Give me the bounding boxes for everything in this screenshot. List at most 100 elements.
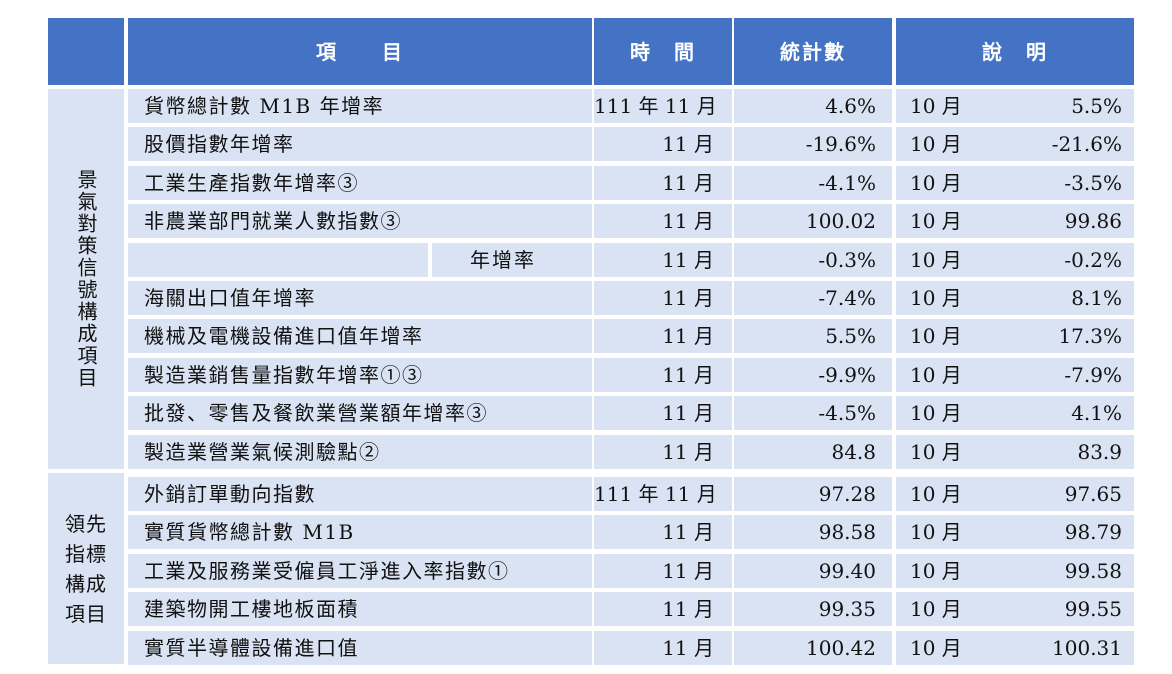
item-cell: 製造業銷售量指數年增率①③ (128, 358, 592, 392)
header-item: 項 目 (128, 18, 592, 85)
item-cell: 工業及服務業受僱員工淨進入率指數① (128, 554, 592, 588)
note-month: 10 月 (910, 171, 962, 195)
note-cell: 10 月 99.58 (896, 554, 1134, 588)
note-value: -21.6% (1051, 132, 1122, 156)
item-cell: 年增率 (432, 243, 592, 277)
note-cell: 10 月 83.9 (896, 435, 1134, 469)
category-signal: 景氣對策信號構成項目 (48, 89, 124, 469)
time-cell: 111 年 11 月 (594, 89, 732, 123)
note-month: 10 月 (910, 636, 962, 660)
item-cell: 實質貨幣總計數 M1B (128, 515, 592, 549)
note-month: 10 月 (910, 401, 962, 425)
stat-cell: 100.42 (734, 631, 892, 665)
time-cell: 11 月 (594, 592, 732, 626)
stat-cell: 5.5% (734, 319, 892, 353)
note-value: 5.5% (1071, 94, 1122, 118)
category-leading-line: 項目 (65, 601, 107, 626)
stat-cell: 99.35 (734, 592, 892, 626)
item-cell-blank (128, 243, 428, 277)
item-cell: 實質半導體設備進口值 (128, 631, 592, 665)
time-cell: 11 月 (594, 631, 732, 665)
note-cell: 10 月 8.1% (896, 281, 1134, 315)
note-cell: 10 月 4.1% (896, 396, 1134, 430)
item-cell: 貨幣總計數 M1B 年增率 (128, 89, 592, 123)
time-cell: 11 月 (594, 319, 732, 353)
stat-cell: -19.6% (734, 127, 892, 161)
note-cell: 10 月 5.5% (896, 89, 1134, 123)
note-month: 10 月 (910, 286, 962, 310)
stat-cell: 99.40 (734, 554, 892, 588)
item-cell: 製造業營業氣候測驗點② (128, 435, 592, 469)
header-blank-cell (48, 18, 124, 85)
time-cell: 11 月 (594, 396, 732, 430)
stat-cell: -4.1% (734, 166, 892, 200)
stat-cell: 98.58 (734, 515, 892, 549)
note-value: 97.65 (1064, 482, 1122, 506)
note-value: -3.5% (1064, 171, 1122, 195)
stat-cell: -4.5% (734, 396, 892, 430)
note-month: 10 月 (910, 482, 962, 506)
category-leading-line: 構成 (65, 571, 107, 596)
note-value: 100.31 (1052, 636, 1122, 660)
note-value: 8.1% (1071, 286, 1122, 310)
time-cell: 11 月 (594, 127, 732, 161)
note-month: 10 月 (910, 248, 962, 272)
note-cell: 10 月 -7.9% (896, 358, 1134, 392)
note-month: 10 月 (910, 94, 962, 118)
note-value: 17.3% (1058, 324, 1122, 348)
item-cell: 外銷訂單動向指數 (128, 477, 592, 511)
time-cell: 11 月 (594, 243, 732, 277)
category-leading: 領先 指標 構成 項目 (48, 473, 124, 664)
note-month: 10 月 (910, 520, 962, 544)
note-value: 99.55 (1064, 597, 1122, 621)
note-cell: 10 月 99.86 (896, 204, 1134, 238)
stat-cell: -0.3% (734, 243, 892, 277)
note-cell: 10 月 98.79 (896, 515, 1134, 549)
note-value: 99.86 (1064, 209, 1122, 233)
note-cell: 10 月 99.55 (896, 592, 1134, 626)
time-cell: 11 月 (594, 358, 732, 392)
time-cell: 11 月 (594, 515, 732, 549)
item-cell: 機械及電機設備進口值年增率 (128, 319, 592, 353)
note-value: 4.1% (1071, 401, 1122, 425)
note-cell: 10 月 17.3% (896, 319, 1134, 353)
note-month: 10 月 (910, 132, 962, 156)
note-month: 10 月 (910, 324, 962, 348)
time-cell: 11 月 (594, 166, 732, 200)
note-month: 10 月 (910, 597, 962, 621)
category-leading-line: 指標 (65, 541, 107, 566)
item-cell: 批發、零售及餐飲業營業額年增率③ (128, 396, 592, 430)
note-cell: 10 月 -3.5% (896, 166, 1134, 200)
category-signal-label: 景氣對策信號構成項目 (74, 169, 98, 389)
time-cell: 11 月 (594, 554, 732, 588)
note-value: 99.58 (1064, 559, 1122, 583)
header-time: 時 間 (594, 18, 732, 85)
stat-cell: -9.9% (734, 358, 892, 392)
stat-cell: 100.02 (734, 204, 892, 238)
category-leading-line: 領先 (65, 511, 107, 536)
time-cell: 11 月 (594, 435, 732, 469)
header-stat: 統計數 (734, 18, 892, 85)
note-cell: 10 月 97.65 (896, 477, 1134, 511)
note-value: -7.9% (1064, 363, 1122, 387)
note-month: 10 月 (910, 440, 962, 464)
item-cell: 建築物開工樓地板面積 (128, 592, 592, 626)
note-cell: 10 月 -0.2% (896, 243, 1134, 277)
time-cell: 11 月 (594, 281, 732, 315)
time-cell: 11 月 (594, 204, 732, 238)
note-month: 10 月 (910, 209, 962, 233)
item-cell: 工業生產指數年增率③ (128, 166, 592, 200)
stat-cell: 97.28 (734, 477, 892, 511)
item-cell: 海關出口值年增率 (128, 281, 592, 315)
note-value: -0.2% (1064, 248, 1122, 272)
header-note: 說 明 (896, 18, 1134, 85)
stat-cell: 84.8 (734, 435, 892, 469)
note-value: 98.79 (1064, 520, 1122, 544)
note-cell: 10 月 -21.6% (896, 127, 1134, 161)
item-cell: 非農業部門就業人數指數③ (128, 204, 592, 238)
note-month: 10 月 (910, 363, 962, 387)
stat-cell: 4.6% (734, 89, 892, 123)
stat-cell: -7.4% (734, 281, 892, 315)
item-cell: 股價指數年增率 (128, 127, 592, 161)
note-cell: 10 月 100.31 (896, 631, 1134, 665)
